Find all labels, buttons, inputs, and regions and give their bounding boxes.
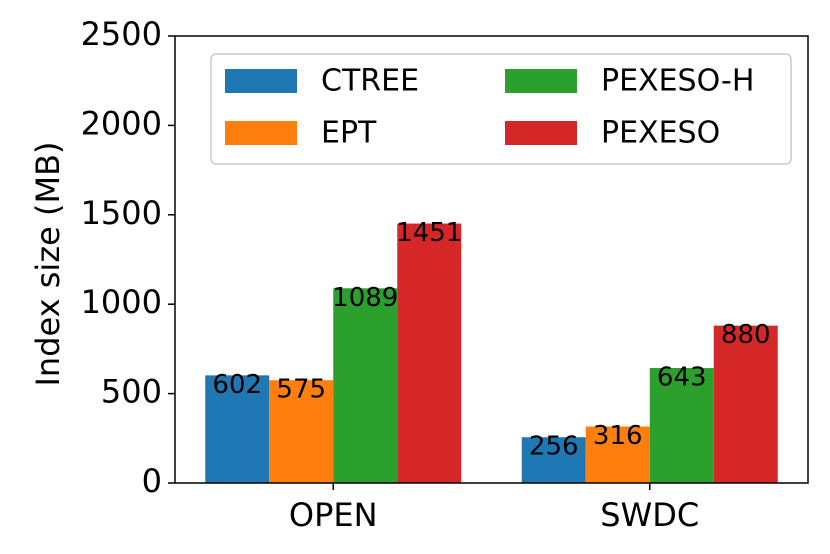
data-label-pexeso-h-swdc: 643 [657,363,707,393]
data-label-pexeso-swdc: 880 [721,320,771,350]
y-tick-label-1000: 1000 [81,283,162,321]
data-label-ept-open: 575 [276,375,326,405]
bar-pexeso-open [397,223,462,483]
bar-ctree-open [205,375,270,483]
bar-pexeso-h-swdc [649,368,714,483]
y-tick-label-500: 500 [101,373,162,411]
y-axis-label: Index size (MB) [29,141,67,386]
legend-label-ctree: CTREE [321,64,419,99]
bar-ept-swdc [585,426,650,483]
data-labels-group: 602 575 1089 1451 256 316 643 880 [212,218,770,462]
legend-swatch-ctree [225,69,297,93]
bar-ctree-swdc [521,437,586,483]
legend: CTREE EPT PEXESO-H PEXESO [210,53,792,165]
y-tick-label-0: 0 [142,462,162,500]
legend-swatch-ept [225,121,297,145]
bars-group [205,223,778,483]
legend-label-pexeso: PEXESO [601,116,720,151]
y-tick-label-2000: 2000 [81,104,162,142]
legend-label-ept: EPT [321,116,377,151]
data-label-pexeso-open: 1451 [396,218,462,248]
x-tick-label-open: OPEN [289,496,378,534]
data-label-pexeso-h-open: 1089 [332,283,398,313]
data-label-ept-swdc: 316 [593,421,643,451]
legend-box [210,53,792,165]
y-tick-label-2500: 2500 [81,15,162,53]
bar-pexeso-swdc [713,325,778,483]
data-label-ctree-open: 602 [212,370,262,400]
legend-swatch-pexeso [505,121,577,145]
bar-pexeso-h-open [333,288,398,483]
bar-ept-open [269,380,334,483]
axes-group: OPEN SWDC 0 500 1000 1500 2000 2500 [81,15,809,534]
plot-frame [174,35,809,484]
y-tick-label-1500: 1500 [81,194,162,232]
legend-swatch-pexeso-h [505,69,577,93]
x-tick-label-swdc: SWDC [600,496,699,534]
data-label-ctree-swdc: 256 [529,432,579,462]
legend-label-pexeso-h: PEXESO-H [601,64,754,99]
